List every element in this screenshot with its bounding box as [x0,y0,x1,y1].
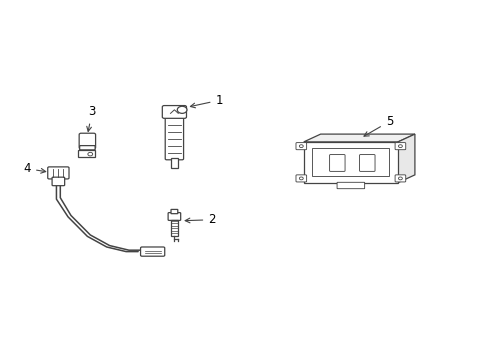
FancyBboxPatch shape [394,143,405,150]
Circle shape [398,145,402,148]
Circle shape [177,106,186,113]
FancyBboxPatch shape [162,105,186,118]
FancyBboxPatch shape [79,133,95,149]
FancyBboxPatch shape [52,177,64,186]
FancyBboxPatch shape [170,158,178,168]
Text: 3: 3 [86,105,96,131]
Polygon shape [303,142,397,183]
FancyBboxPatch shape [140,247,164,256]
Polygon shape [303,134,414,142]
Text: 1: 1 [190,94,223,108]
FancyBboxPatch shape [295,143,306,150]
Text: 5: 5 [363,115,392,136]
FancyBboxPatch shape [359,154,374,171]
Text: 2: 2 [185,213,215,226]
Polygon shape [312,148,388,176]
Circle shape [299,145,303,148]
Circle shape [299,177,303,180]
FancyBboxPatch shape [168,213,180,220]
Polygon shape [397,134,414,183]
FancyBboxPatch shape [171,210,178,214]
FancyBboxPatch shape [48,167,69,179]
FancyBboxPatch shape [336,182,364,189]
FancyBboxPatch shape [170,220,178,236]
Circle shape [398,177,402,180]
FancyBboxPatch shape [394,175,405,182]
FancyBboxPatch shape [165,115,183,160]
Polygon shape [78,149,95,157]
FancyBboxPatch shape [329,154,345,171]
Text: 4: 4 [23,162,45,175]
FancyBboxPatch shape [295,175,306,182]
Circle shape [88,152,93,156]
FancyBboxPatch shape [80,145,95,150]
